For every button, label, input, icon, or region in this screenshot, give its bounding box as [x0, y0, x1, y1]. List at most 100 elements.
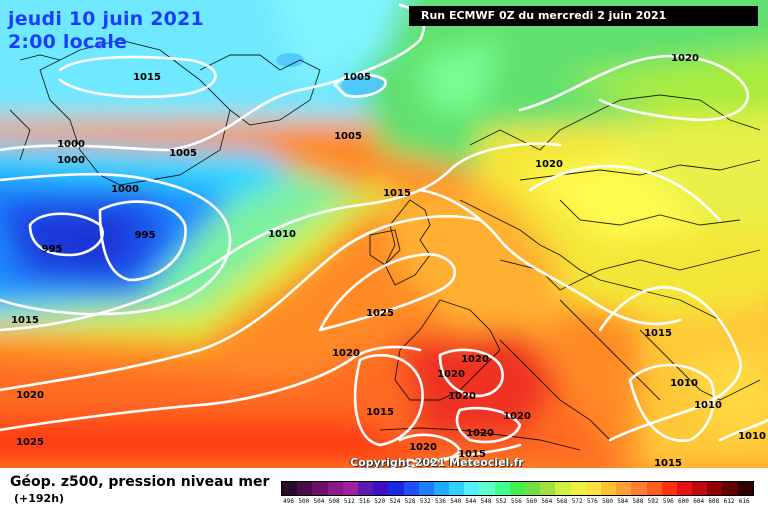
scale-swatch — [342, 482, 358, 495]
isobar-label: 1020 — [448, 391, 476, 402]
forecast-hour: (+192h) — [14, 492, 65, 505]
isobar-label: 1010 — [738, 431, 766, 442]
isobar-label: 1015 — [366, 407, 394, 418]
scale-swatch — [403, 482, 419, 495]
isobar-label: 1015 — [133, 72, 161, 83]
scale-swatch — [616, 482, 632, 495]
scale-tick-label: 568 — [556, 498, 568, 505]
svg-text:995: 995 — [42, 244, 63, 255]
svg-text:1015: 1015 — [458, 449, 486, 460]
scale-tick-label: 564 — [541, 498, 553, 505]
isobar-label: 1020 — [409, 442, 437, 453]
isobar-label: 1020 — [461, 354, 489, 365]
svg-text:1015: 1015 — [133, 72, 161, 83]
map-title: Géop. z500, pression niveau mer — [10, 474, 270, 490]
svg-text:1025: 1025 — [366, 308, 394, 319]
isobar-label: 1005 — [334, 131, 362, 142]
svg-text:1020: 1020 — [409, 442, 437, 453]
scale-swatch — [600, 482, 617, 495]
scale-tick-label: 560 — [526, 498, 538, 505]
scale-swatch — [570, 482, 586, 495]
isobar-label: 1020 — [332, 348, 360, 359]
svg-text:1020: 1020 — [448, 391, 476, 402]
weather-map: 1015 1005 1005 1000 1000 1005 1000 995 9… — [0, 0, 768, 468]
scale-tick-label: 596 — [662, 498, 674, 505]
svg-text:1020: 1020 — [535, 159, 563, 170]
svg-text:1020: 1020 — [671, 53, 699, 64]
scale-tick-label: 556 — [510, 498, 522, 505]
isobar-label: 1015 — [383, 188, 411, 199]
color-scale-labels: 496 500 504 508 512 516 520 524 528 532 536 540 544 5… — [281, 498, 752, 505]
scale-swatch — [631, 482, 647, 495]
copyright-notice: Copyright 2021 Meteociel.fr — [350, 456, 524, 468]
isobar-label: 1000 — [57, 139, 85, 150]
svg-text:1010: 1010 — [670, 378, 698, 389]
isobar-label: 1020 — [466, 428, 494, 439]
scale-swatch — [646, 482, 662, 495]
svg-text:1015: 1015 — [383, 188, 411, 199]
svg-text:1025: 1025 — [16, 437, 44, 448]
isobar-label: 1005 — [169, 148, 197, 159]
svg-text:1000: 1000 — [57, 139, 85, 150]
scale-tick-label: 512 — [343, 498, 355, 505]
svg-text:1015: 1015 — [366, 407, 394, 418]
legend-footer: Géop. z500, pression niveau mer (+192h) … — [0, 468, 768, 512]
forecast-date: jeudi 10 juin 2021 — [8, 8, 204, 30]
scale-tick-label: 592 — [647, 498, 659, 505]
scale-tick-label: 616 — [738, 498, 750, 505]
forecast-time: 2:00 locale — [8, 31, 128, 53]
scale-swatch — [525, 482, 541, 495]
scale-swatch — [509, 482, 525, 495]
isobar-labels: 1015 1005 1005 1000 1000 1005 1000 995 9… — [11, 53, 766, 468]
isobar-label: 1015 — [458, 449, 486, 460]
isobar-label: 1020 — [535, 159, 563, 170]
svg-text:1005: 1005 — [334, 131, 362, 142]
isobar-label: 1020 — [437, 369, 465, 380]
color-scale — [281, 481, 754, 496]
scale-tick-label: 520 — [374, 498, 386, 505]
svg-text:1000: 1000 — [57, 155, 85, 166]
scale-tick-label: 500 — [298, 498, 310, 505]
scale-tick-label: 540 — [450, 498, 462, 505]
scale-swatch — [327, 482, 343, 495]
scale-tick-label: 544 — [465, 498, 477, 505]
scale-tick-label: 528 — [404, 498, 416, 505]
svg-text:1010: 1010 — [694, 400, 722, 411]
svg-text:1015: 1015 — [11, 315, 39, 326]
svg-text:1015: 1015 — [654, 458, 682, 468]
scale-swatch — [373, 482, 389, 495]
scale-swatch — [676, 482, 693, 495]
scale-tick-label: 536 — [435, 498, 446, 505]
isobar-label: 1010 — [268, 229, 296, 240]
svg-text:1020: 1020 — [332, 348, 360, 359]
isobar-label: 1015 — [644, 328, 672, 339]
scale-tick-label: 516 — [359, 498, 370, 505]
scale-tick-label: 532 — [419, 498, 431, 505]
scale-tick-label: 572 — [571, 498, 583, 505]
isobar-label: 1000 — [111, 184, 139, 195]
svg-text:995: 995 — [135, 230, 156, 241]
scale-tick-label: 608 — [708, 498, 720, 505]
coastlines — [9, 39, 761, 451]
isobar-label: 1010 — [670, 378, 698, 389]
scale-swatch — [312, 482, 328, 495]
scale-tick-label: 580 — [602, 498, 613, 505]
isobar-label: 1020 — [503, 411, 531, 422]
scale-swatch — [479, 482, 495, 495]
svg-text:1020: 1020 — [437, 369, 465, 380]
isobar-label: 995 — [42, 244, 63, 255]
scale-tick-label: 588 — [632, 498, 644, 505]
scale-swatch — [388, 482, 404, 495]
scale-swatch — [433, 482, 450, 495]
svg-text:1020: 1020 — [503, 411, 531, 422]
scale-tick-label: 600 — [678, 498, 689, 505]
scale-swatch — [661, 482, 677, 495]
svg-text:1015: 1015 — [644, 328, 672, 339]
scale-tick-label: 548 — [480, 498, 492, 505]
scale-tick-label: 604 — [693, 498, 705, 505]
scale-tick-label: 576 — [586, 498, 598, 505]
isobar-label: 1015 — [654, 458, 682, 468]
isobar-label: 1015 — [11, 315, 39, 326]
isobar-label: 1005 — [343, 72, 371, 83]
svg-text:1020: 1020 — [16, 390, 44, 401]
